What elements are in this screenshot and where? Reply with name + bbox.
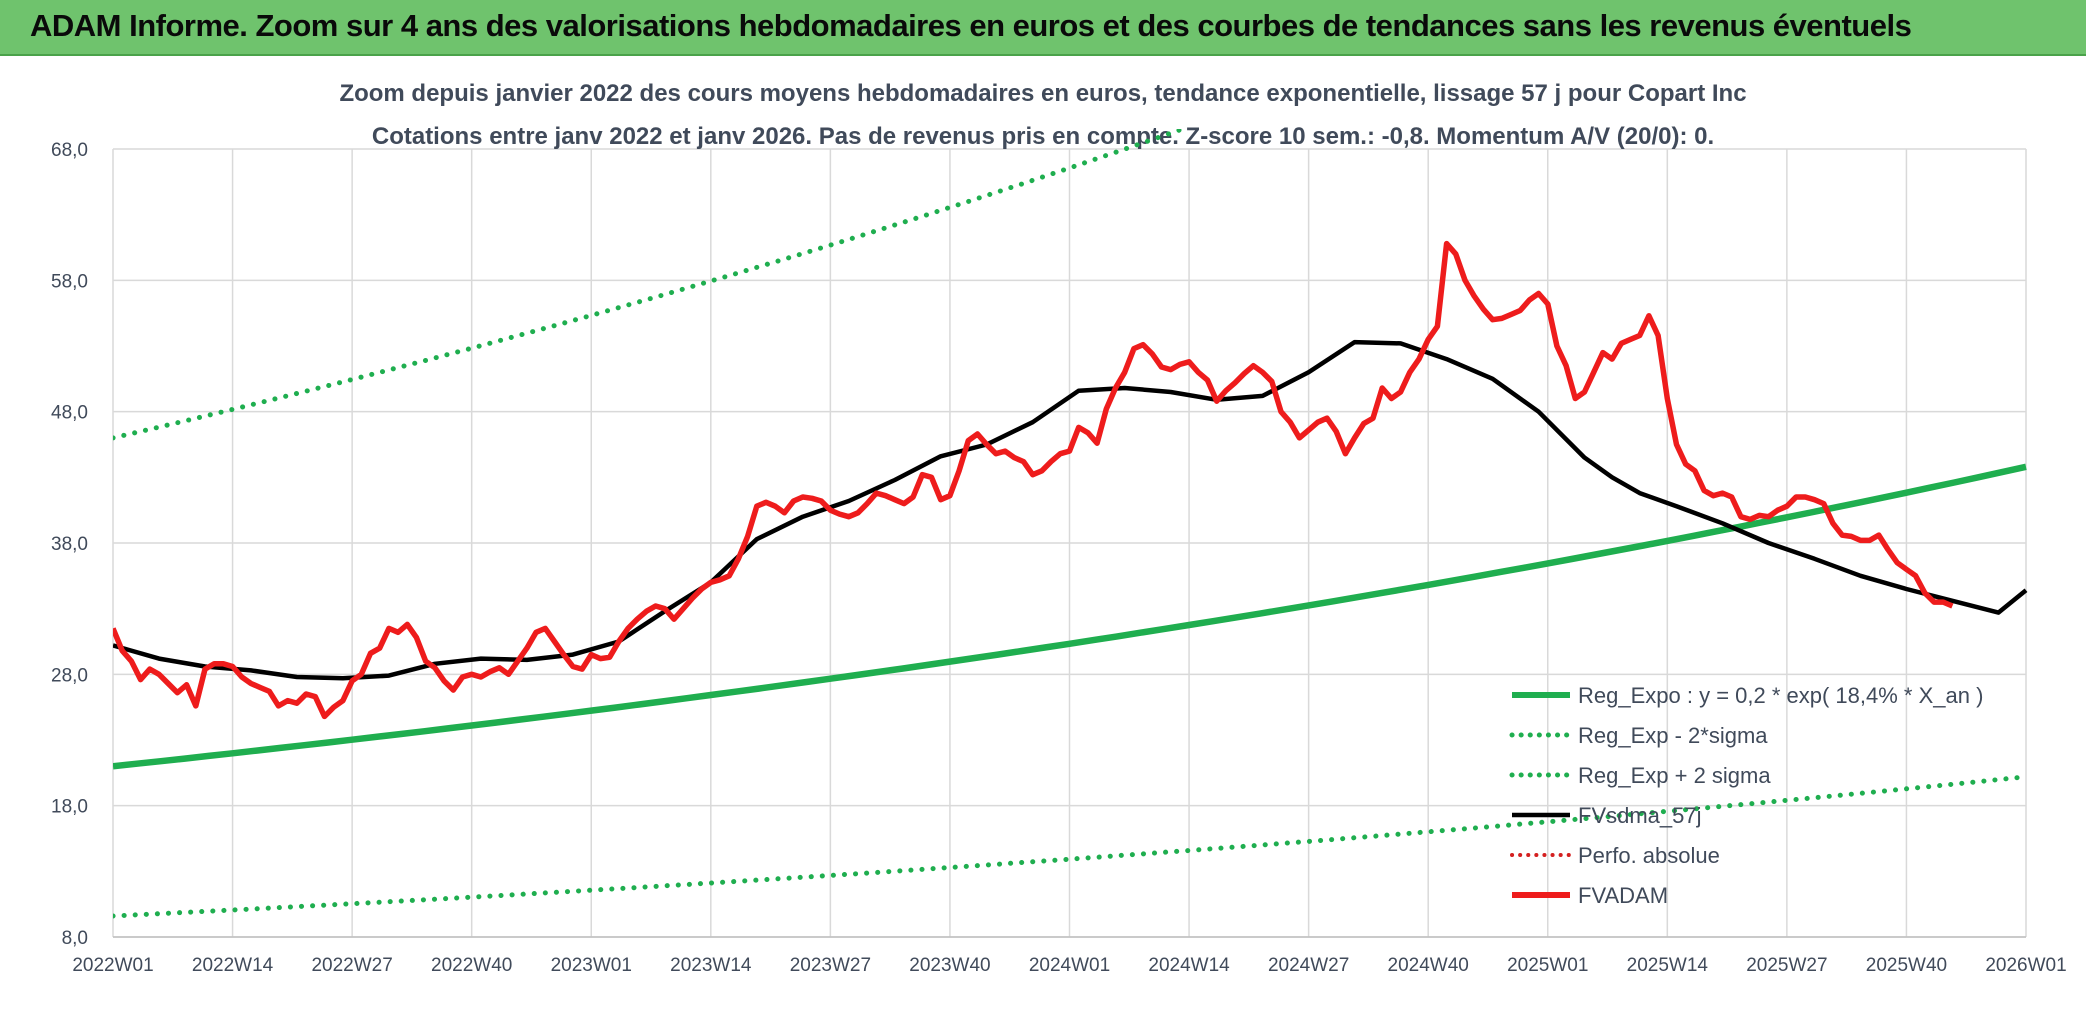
- y-tick-label: 18,0: [51, 797, 88, 818]
- chart-title-line2: Cotations entre janv 2022 et janv 2026. …: [372, 123, 1714, 150]
- x-tick-label: 2022W14: [192, 955, 274, 976]
- series-line-low: [113, 774, 2029, 919]
- series-layer: [113, 129, 2029, 919]
- y-tick-label: 38,0: [51, 534, 88, 555]
- series-line-sma: [113, 339, 2028, 681]
- x-tick-label: 2025W14: [1627, 955, 1709, 976]
- legend-label-sma: FVsdma_57j: [1578, 803, 1702, 828]
- legend-label-price: FVADAM: [1578, 883, 1668, 908]
- x-tick-label: 2022W27: [311, 955, 392, 976]
- gridlines: [112, 148, 2027, 938]
- trend-chart: Zoom depuis janvier 2022 des cours moyen…: [51, 80, 2067, 976]
- x-tick-label: 2024W27: [1268, 955, 1349, 976]
- y-tick-label: 8,0: [62, 928, 88, 949]
- x-tick-label: 2023W40: [909, 955, 990, 976]
- chart-title-line1: Zoom depuis janvier 2022 des cours moyen…: [339, 80, 1746, 107]
- x-tick-label: 2023W14: [670, 955, 752, 976]
- x-tick-label: 2022W40: [431, 955, 512, 976]
- y-tick-label: 58,0: [51, 271, 88, 292]
- x-tick-label: 2024W01: [1029, 955, 1110, 976]
- legend-label-high: Reg_Exp + 2 sigma: [1578, 763, 1771, 788]
- report-title: ADAM Informe. Zoom sur 4 ans des valoris…: [30, 8, 1912, 43]
- x-tick-label: 2022W01: [72, 955, 153, 976]
- legend: Reg_Expo : y = 0,2 * exp( 18,4% * X_an )…: [1509, 683, 1983, 908]
- y-tick-label: 48,0: [51, 403, 88, 424]
- title-banner: ADAM Informe. Zoom sur 4 ans des valoris…: [0, 0, 2086, 56]
- series-line-reg: [113, 463, 2027, 770]
- y-tick-label: 28,0: [51, 665, 88, 686]
- legend-label-low: Reg_Exp - 2*sigma: [1578, 723, 1768, 748]
- series-line-price: [113, 240, 1954, 720]
- x-tick-label: 2024W14: [1148, 955, 1230, 976]
- legend-label-reg: Reg_Expo : y = 0,2 * exp( 18,4% * X_an ): [1578, 683, 1983, 708]
- chart-frame: Zoom depuis janvier 2022 des cours moyen…: [0, 54, 2086, 1031]
- x-tick-label: 2023W27: [790, 955, 871, 976]
- y-axis: 8,0 18,0 28,0 38,0 48,0 58,0 68,0: [51, 140, 88, 949]
- x-tick-label: 2025W27: [1746, 955, 1827, 976]
- y-tick-label: 68,0: [51, 140, 88, 161]
- x-tick-label: 2025W01: [1507, 955, 1588, 976]
- legend-label-perfo: Perfo. absolue: [1578, 843, 1720, 868]
- x-tick-label: 2024W40: [1388, 955, 1469, 976]
- x-axis: 2022W01 2022W14 2022W27 2022W40 2023W01 2023W…: [72, 936, 2067, 976]
- x-tick-label: 2025W40: [1866, 955, 1947, 976]
- x-tick-label: 2026W01: [1985, 955, 2066, 976]
- x-tick-label: 2023W01: [551, 955, 632, 976]
